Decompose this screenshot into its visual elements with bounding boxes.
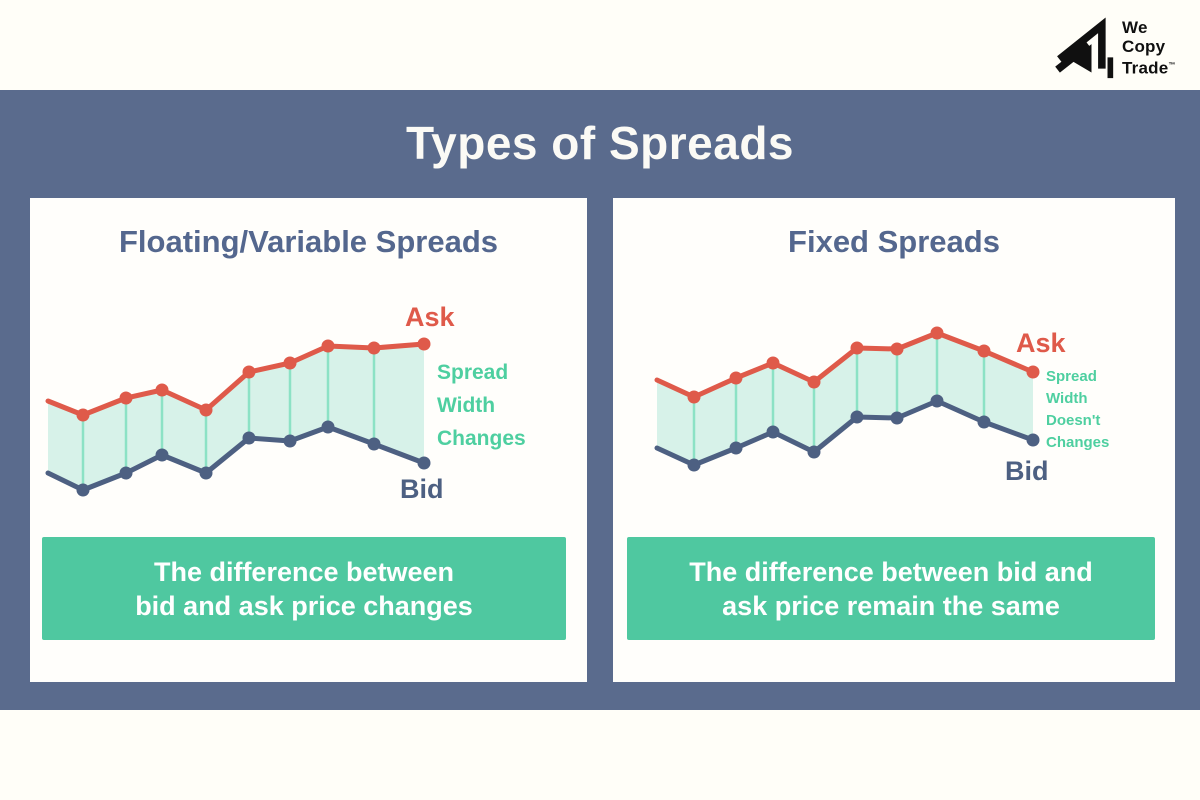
note-line: Changes — [1046, 434, 1110, 451]
ask-label: Ask — [405, 302, 455, 332]
note-line: Spread — [1046, 368, 1097, 385]
spread-width-note: Spread Width Changes — [437, 356, 526, 455]
page-title: Types of Spreads — [405, 117, 795, 169]
spread-width-note: Spread Width Doesn't Changes — [1046, 366, 1109, 454]
note-line: Doesn't — [1046, 412, 1101, 429]
floating-spread-chart — [45, 337, 431, 497]
banner-line: bid and ask price changes — [135, 590, 473, 621]
card-heading: Fixed Spreads — [788, 224, 1000, 259]
brand-name: We Copy Trade™ — [1122, 18, 1176, 78]
banner-line: The difference between bid and — [689, 556, 1093, 587]
card-floating-spreads: Floating/Variable Spreads Ask Spread Wid… — [30, 198, 587, 682]
trending-arrow-icon — [1055, 17, 1114, 79]
brand-logo: We Copy Trade™ — [1050, 12, 1176, 82]
brand-line: Copy — [1122, 37, 1166, 56]
brand-line: We — [1122, 18, 1148, 37]
description-banner: The difference between bid and ask price… — [627, 537, 1155, 640]
note-line: Spread — [437, 361, 509, 384]
trademark-symbol: ™ — [1168, 62, 1176, 69]
bid-label: Bid — [1005, 456, 1049, 486]
note-line: Changes — [437, 427, 526, 450]
brand-line: Trade™ — [1122, 58, 1176, 78]
ask-label: Ask — [1016, 328, 1066, 358]
card-heading: Floating/Variable Spreads — [118, 224, 498, 259]
bid-label: Bid — [400, 474, 444, 504]
fixed-spread-chart — [654, 326, 1040, 472]
description-banner: The difference between bid and ask price… — [42, 537, 566, 640]
note-line: Width — [1046, 390, 1088, 407]
banner-line: The difference between — [153, 556, 455, 587]
card-fixed-spreads: Fixed Spreads Ask Spread Width Doesn't C… — [613, 198, 1175, 682]
note-line: Width — [437, 394, 496, 417]
banner-line: ask price remain the same — [722, 590, 1060, 621]
